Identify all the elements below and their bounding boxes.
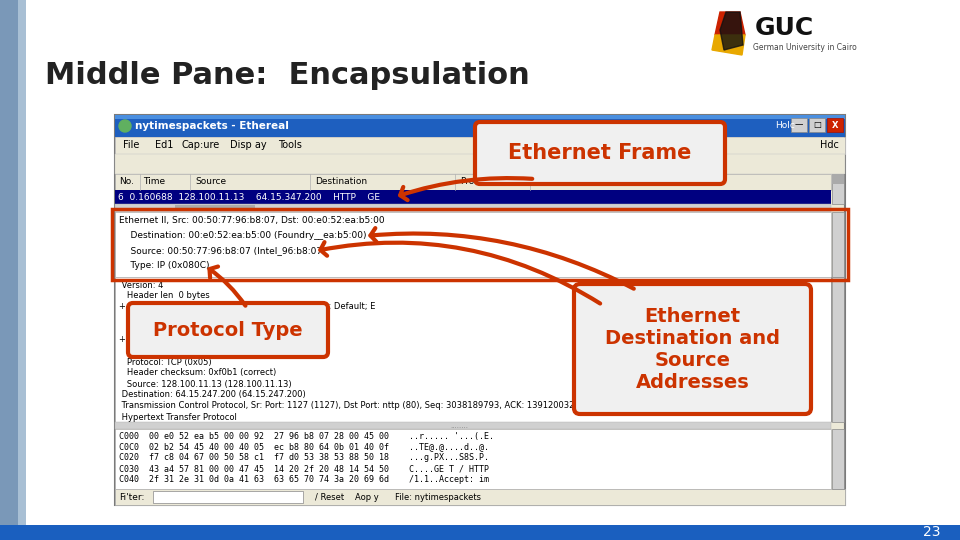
Polygon shape [720, 12, 743, 50]
Text: Hypertext Transfer Protocol: Hypertext Transfer Protocol [119, 413, 237, 422]
Text: ........: ........ [450, 422, 468, 429]
FancyBboxPatch shape [115, 190, 831, 204]
Text: Ethernet Frame: Ethernet Frame [508, 143, 692, 163]
Text: Version: 4: Version: 4 [119, 280, 163, 289]
FancyBboxPatch shape [115, 204, 831, 212]
Text: German University in Cairo: German University in Cairo [753, 44, 856, 52]
FancyBboxPatch shape [832, 429, 844, 489]
Text: X: X [831, 120, 838, 130]
FancyBboxPatch shape [175, 205, 255, 211]
Text: Time: Time [143, 178, 165, 186]
FancyBboxPatch shape [115, 277, 831, 422]
Text: Protocol: Protocol [460, 178, 496, 186]
Text: C030  43 a4 57 81 00 00 47 45  14 20 2f 20 48 14 54 50    C....GE T / HTTP: C030 43 a4 57 81 00 00 47 45 14 20 2f 20… [119, 464, 489, 474]
Text: Iden: Iden [119, 325, 145, 334]
Text: C040  2f 31 2e 31 0d 0a 41 63  63 65 70 74 3a 20 69 6d    /1.1..Accept: im: C040 2f 31 2e 31 0d 0a 41 63 63 65 70 74… [119, 476, 489, 484]
Text: Tools: Tools [278, 140, 302, 151]
Text: 23: 23 [923, 525, 940, 539]
FancyBboxPatch shape [475, 122, 725, 184]
Text: C000  00 e0 52 ea b5 00 00 92  27 96 b8 07 28 00 45 00    ..r..... '...(.E.: C000 00 e0 52 ea b5 00 00 92 27 96 b8 07… [119, 431, 494, 441]
FancyBboxPatch shape [832, 174, 844, 204]
FancyBboxPatch shape [832, 212, 844, 277]
FancyBboxPatch shape [115, 422, 831, 429]
Text: —: — [795, 120, 804, 130]
FancyBboxPatch shape [115, 154, 845, 174]
FancyBboxPatch shape [832, 277, 844, 422]
Text: Ed1: Ed1 [155, 140, 174, 151]
Text: Aop y: Aop y [355, 492, 379, 502]
Text: Destination: 64.15.247.200 (64.15.247.200): Destination: 64.15.247.200 (64.15.247.20… [119, 390, 305, 400]
Circle shape [119, 120, 131, 132]
Text: Protocol Type: Protocol Type [154, 321, 302, 340]
FancyBboxPatch shape [791, 118, 807, 132]
FancyBboxPatch shape [115, 174, 831, 190]
Text: Holc: Holc [775, 122, 795, 131]
Text: File: File [123, 140, 139, 151]
FancyBboxPatch shape [128, 303, 328, 357]
FancyBboxPatch shape [153, 491, 303, 503]
Text: 6  0.160688  128.100.11.13    64.15.347.200    HTTP    GE: 6 0.160688 128.100.11.13 64.15.347.200 H… [118, 192, 380, 201]
FancyBboxPatch shape [831, 277, 832, 422]
FancyBboxPatch shape [574, 284, 811, 414]
Text: Cap:ure: Cap:ure [181, 140, 220, 151]
Text: Ethernet II, Src: 00:50:77:96:b8:07, Dst: 00:e0:52:ea:b5:00: Ethernet II, Src: 00:50:77:96:b8:07, Dst… [119, 217, 385, 226]
Text: Source: 128.100.11.13 (128.100.11.13): Source: 128.100.11.13 (128.100.11.13) [119, 380, 292, 388]
FancyBboxPatch shape [115, 429, 831, 489]
Text: Header len  0 bytes: Header len 0 bytes [119, 292, 209, 300]
Bar [18, 0, 26, 540]
Text: Fi'ter:: Fi'ter: [119, 492, 144, 502]
Bar [0, 0, 18, 540]
Text: File: nytimespackets: File: nytimespackets [395, 492, 481, 502]
Text: / Reset: / Reset [315, 492, 344, 502]
Text: GUC: GUC [755, 16, 814, 40]
Text: C0C0  02 b2 54 45 40 00 40 05  ec b8 80 64 0b 01 40 0f    ..TE@.@....d..@.: C0C0 02 b2 54 45 40 00 40 05 ec b8 80 64… [119, 442, 489, 451]
Text: C020  f7 c8 04 67 00 50 58 c1  f7 d0 53 38 53 88 50 18    ...g.PX...S8S.P.: C020 f7 c8 04 67 00 50 58 c1 f7 d0 53 38… [119, 454, 489, 462]
Text: Header checksum: 0xf0b1 (correct): Header checksum: 0xf0b1 (correct) [119, 368, 276, 377]
FancyBboxPatch shape [115, 489, 845, 505]
FancyBboxPatch shape [809, 118, 825, 132]
Bar [0, 525, 960, 540]
Text: +  Differentiated Services Field: 0x00 (DSCP 0x00; Default; E: + Differentiated Services Field: 0x00 (D… [119, 302, 375, 312]
Text: Disp ay: Disp ay [230, 140, 267, 151]
Polygon shape [715, 12, 745, 35]
Text: Info: Info [535, 178, 552, 186]
Text: Destination: Destination [315, 178, 367, 186]
FancyBboxPatch shape [115, 115, 845, 119]
FancyBboxPatch shape [115, 212, 831, 277]
Text: Source: Source [195, 178, 227, 186]
Text: nytimespackets - Ethereal: nytimespackets - Ethereal [135, 121, 289, 131]
Text: Type: IP (0x080C): Type: IP (0x080C) [119, 261, 209, 271]
Text: TTL 1 01: 128: TTL 1 01: 128 [119, 347, 183, 355]
Text: Destination: 00:e0:52:ea:b5:00 (Foundry__ea:b5:00): Destination: 00:e0:52:ea:b5:00 (Foundry_… [119, 232, 367, 240]
Text: Source: 00:50:77:96:b8:07 (Intel_96:b8:07): Source: 00:50:77:96:b8:07 (Intel_96:b8:0… [119, 246, 325, 255]
Text: Total: Total [119, 314, 146, 322]
Text: □: □ [813, 120, 821, 130]
FancyBboxPatch shape [115, 115, 845, 505]
Text: Hdc: Hdc [820, 140, 839, 151]
FancyBboxPatch shape [115, 137, 845, 154]
Text: +  Flags: + Flags [119, 335, 154, 345]
Text: Ethernet
Destination and
Source
Addresses: Ethernet Destination and Source Addresse… [605, 307, 780, 392]
Text: Middle Pane:  Encapsulation: Middle Pane: Encapsulation [45, 60, 530, 90]
Text: No.: No. [119, 178, 134, 186]
Polygon shape [712, 35, 745, 55]
FancyBboxPatch shape [827, 118, 843, 132]
Bar [700, 2, 920, 70]
Text: Protocol: TCP (0x05): Protocol: TCP (0x05) [119, 357, 211, 367]
FancyBboxPatch shape [115, 115, 845, 137]
FancyBboxPatch shape [832, 174, 844, 184]
Text: Transmission Control Protocol, Sr: Port: 1127 (1127), Dst Port: nttp (80), Seq: : Transmission Control Protocol, Sr: Port:… [119, 402, 574, 410]
